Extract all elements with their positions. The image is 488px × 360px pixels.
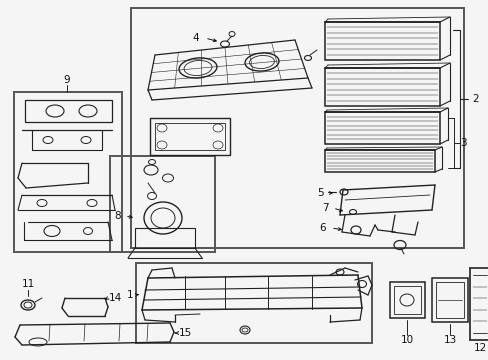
Bar bbox=[136, 263, 371, 343]
Text: 1: 1 bbox=[126, 290, 133, 300]
Bar bbox=[155, 123, 224, 150]
Text: 3: 3 bbox=[459, 138, 466, 148]
Bar bbox=[110, 156, 215, 252]
Bar bbox=[325, 112, 439, 144]
Bar bbox=[393, 286, 420, 314]
Bar bbox=[150, 118, 229, 155]
Text: 11: 11 bbox=[21, 279, 35, 289]
Text: 4: 4 bbox=[192, 33, 199, 43]
Text: 5: 5 bbox=[316, 188, 323, 198]
Bar bbox=[325, 68, 439, 106]
Text: 8: 8 bbox=[115, 211, 121, 221]
Text: 13: 13 bbox=[443, 335, 456, 345]
Bar bbox=[435, 282, 463, 318]
Bar bbox=[325, 150, 434, 172]
Text: 6: 6 bbox=[319, 223, 325, 233]
Text: 9: 9 bbox=[63, 75, 70, 85]
Text: 12: 12 bbox=[472, 343, 486, 353]
Bar bbox=[25, 100, 112, 122]
Bar bbox=[135, 228, 195, 248]
Bar bbox=[325, 22, 439, 60]
Text: 2: 2 bbox=[472, 94, 478, 104]
Text: 14: 14 bbox=[108, 293, 122, 303]
Bar bbox=[389, 282, 424, 318]
Text: 10: 10 bbox=[400, 335, 413, 345]
Bar bbox=[14, 92, 122, 252]
Text: 15: 15 bbox=[178, 328, 191, 338]
Bar bbox=[431, 278, 467, 322]
Bar bbox=[131, 8, 463, 248]
Text: 7: 7 bbox=[321, 203, 327, 213]
